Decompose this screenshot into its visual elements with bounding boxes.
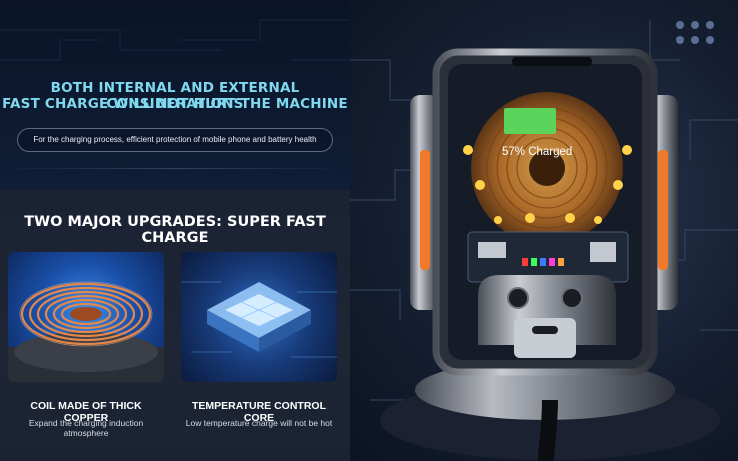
feature-panel: BOTH INTERNAL AND EXTERNAL CONSIDERATION… [0, 0, 350, 461]
circuit-background [0, 19, 350, 61]
copper-coil-card [8, 252, 164, 382]
product-image-panel: 57% Charged [350, 0, 738, 461]
temperature-core-card [181, 252, 337, 382]
headline-line-2: FAST CHARGE WILL NOT HURT THE MACHINE [2, 96, 348, 112]
description-pill: For the charging process, efficient prot… [17, 128, 333, 152]
chip-core-icon [181, 281, 337, 358]
feature-subtitle-core: Low temperature charge will not be hot [185, 418, 333, 428]
feature-title-copper: COIL MADE OF THICK COPPER [30, 400, 142, 424]
section-title: TWO MAJOR UPGRADES: SUPER FAST CHARGE [24, 214, 326, 246]
feature-subtitle-copper: Expand the charging induction atmosphere [28, 418, 144, 438]
divider [0, 168, 350, 169]
charge-status-text: 57% Charged [502, 146, 573, 158]
wireless-car-charger-icon [350, 20, 738, 461]
feature-title-core: TEMPERATURE CONTROL CORE [192, 400, 326, 424]
copper-coil-icon [8, 281, 164, 382]
headline-line-1: BOTH INTERNAL AND EXTERNAL CONSIDERATION… [50, 80, 300, 112]
